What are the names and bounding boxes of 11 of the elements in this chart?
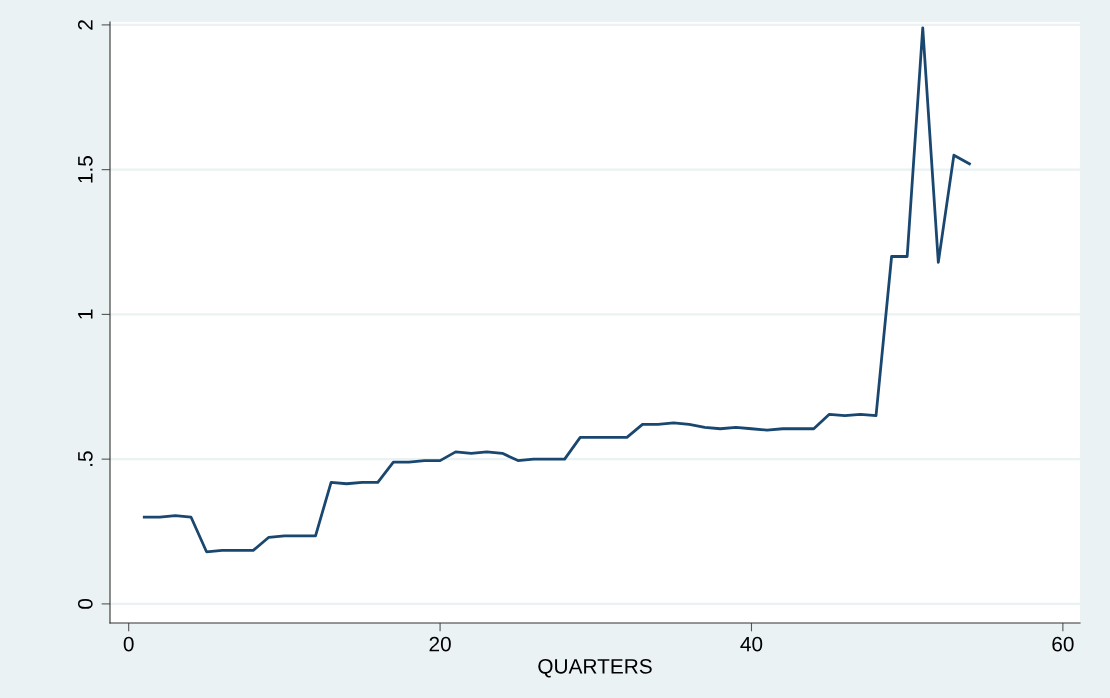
x-tick-label: 0 xyxy=(123,636,134,652)
y-tick-label: 1.5 xyxy=(78,156,93,183)
x-tick-label: 60 xyxy=(1052,636,1074,652)
y-tick-label: 2 xyxy=(77,20,93,30)
y-tick-label: 1 xyxy=(78,309,93,319)
x-tick-label: 40 xyxy=(740,636,763,652)
x-tick-label: 20 xyxy=(429,636,451,652)
x-axis-title: QUARTERS xyxy=(538,658,652,678)
line-series xyxy=(142,26,971,554)
y-tick-label: .5 xyxy=(78,451,93,466)
y-tick-label: 0 xyxy=(77,598,93,609)
